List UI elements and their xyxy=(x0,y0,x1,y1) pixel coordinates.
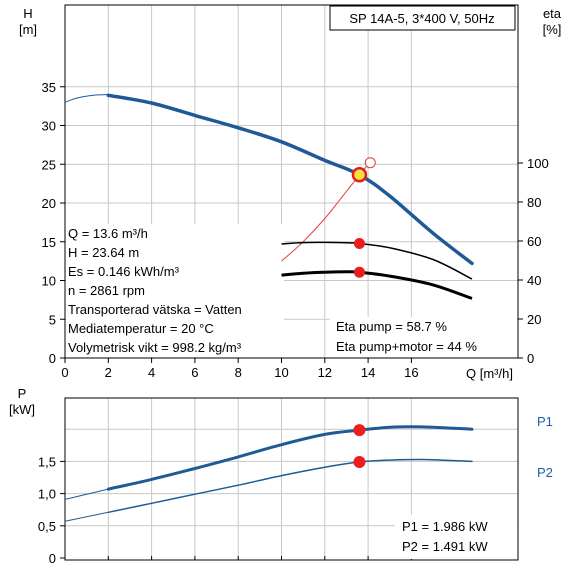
eta-total-text: Eta pump+motor = 44 % xyxy=(336,339,477,354)
chart-title: SP 14A-5, 3*400 V, 50Hz xyxy=(349,11,494,26)
info-density: Volymetrisk vikt = 998.2 kg/m³ xyxy=(68,340,242,355)
h-axis-label: H xyxy=(23,6,32,21)
eta-total-curve xyxy=(281,270,473,300)
q-tick-label: 4 xyxy=(148,365,155,380)
p-axis-label: P xyxy=(18,386,27,401)
p-axis-unit: [kW] xyxy=(9,402,35,417)
h-tick-label: 30 xyxy=(42,119,56,134)
top-plot-frame xyxy=(64,4,519,359)
q-tick-label: 12 xyxy=(318,365,332,380)
h-axis-unit: [m] xyxy=(19,22,37,37)
h-tick-label: 10 xyxy=(42,274,56,289)
h-tick-label: 35 xyxy=(42,80,56,95)
bottom-axes: 0 0,5 1,0 1,5 xyxy=(38,454,412,566)
title-box xyxy=(329,5,516,31)
bottom-curves xyxy=(64,425,474,522)
eta-pump-marker xyxy=(353,238,365,250)
eta-info-panel xyxy=(330,317,517,357)
p2-series-label: P2 xyxy=(537,465,553,480)
info-temperature: Mediatemperatur = 20 °C xyxy=(68,321,214,336)
top-axes: 0 5 10 15 20 25 30 35 0 20 40 60 80 100 0 2 4 6 8 10 12 14 16 xyxy=(42,80,549,380)
p-tick-label: 1,0 xyxy=(38,487,56,502)
eta-tick-label: 80 xyxy=(527,195,541,210)
q-tick-label: 10 xyxy=(274,365,288,380)
h-curve xyxy=(106,93,474,266)
q-axis-label: Q [m³/h] xyxy=(466,366,513,381)
h-tick-label: 25 xyxy=(42,157,56,172)
info-q: Q = 13.6 m³/h xyxy=(68,226,148,241)
info-h: H = 23.64 m xyxy=(68,245,139,260)
eta-pump-curve xyxy=(281,241,473,280)
q-tick-label: 16 xyxy=(404,365,418,380)
q-tick-label: 0 xyxy=(61,365,68,380)
eta-tick-label: 60 xyxy=(527,234,541,249)
p1-value-text: P1 = 1.986 kW xyxy=(402,519,488,534)
duty-point-markers xyxy=(351,157,376,468)
p2-value-text: P2 = 1.491 kW xyxy=(402,539,488,554)
eta-axis-label: eta xyxy=(543,6,562,21)
q-tick-label: 14 xyxy=(361,365,375,380)
q-tick-label: 6 xyxy=(191,365,198,380)
h-tick-label: 5 xyxy=(49,312,56,327)
p1-curve xyxy=(106,425,474,491)
h-curve-extrapolated xyxy=(64,94,109,103)
info-es: Es = 0.146 kWh/m³ xyxy=(68,264,180,279)
info-liquid: Transporterad vätska = Vatten xyxy=(68,302,242,317)
p1-series-label: P1 xyxy=(537,414,553,429)
p2-curve-extrapolated xyxy=(64,511,109,522)
duty-info-text: Q = 13.6 m³/h H = 23.64 m Es = 0.146 kWh… xyxy=(68,226,242,355)
eta-tick-label: 40 xyxy=(527,273,541,288)
power-info-panel xyxy=(395,515,517,559)
q-tick-label: 2 xyxy=(105,365,112,380)
h-tick-label: 15 xyxy=(42,235,56,250)
eta-total-marker xyxy=(353,266,365,278)
p2-curve xyxy=(107,458,473,514)
p-tick-label: 0,5 xyxy=(38,519,56,534)
q-tick-label: 8 xyxy=(235,365,242,380)
h-tick-label: 0 xyxy=(49,351,56,366)
duty-info-panel xyxy=(66,224,284,357)
duty-point-marker xyxy=(351,167,368,183)
eta-tick-label: 100 xyxy=(527,156,549,171)
p-tick-label: 1,5 xyxy=(38,454,56,469)
bottom-plot-frame xyxy=(64,397,519,561)
p2-marker xyxy=(353,455,366,468)
system-curve-end-marker xyxy=(364,157,376,169)
p-tick-label: 0 xyxy=(49,551,56,566)
eta-tick-label: 0 xyxy=(527,351,534,366)
h-tick-label: 20 xyxy=(42,196,56,211)
eta-pump-text: Eta pump = 58.7 % xyxy=(336,319,447,334)
info-n: n = 2861 rpm xyxy=(68,283,145,298)
eta-axis-unit: [%] xyxy=(543,22,562,37)
eta-tick-label: 20 xyxy=(527,312,541,327)
p1-marker xyxy=(353,424,366,437)
p1-curve-extrapolated xyxy=(64,488,109,500)
